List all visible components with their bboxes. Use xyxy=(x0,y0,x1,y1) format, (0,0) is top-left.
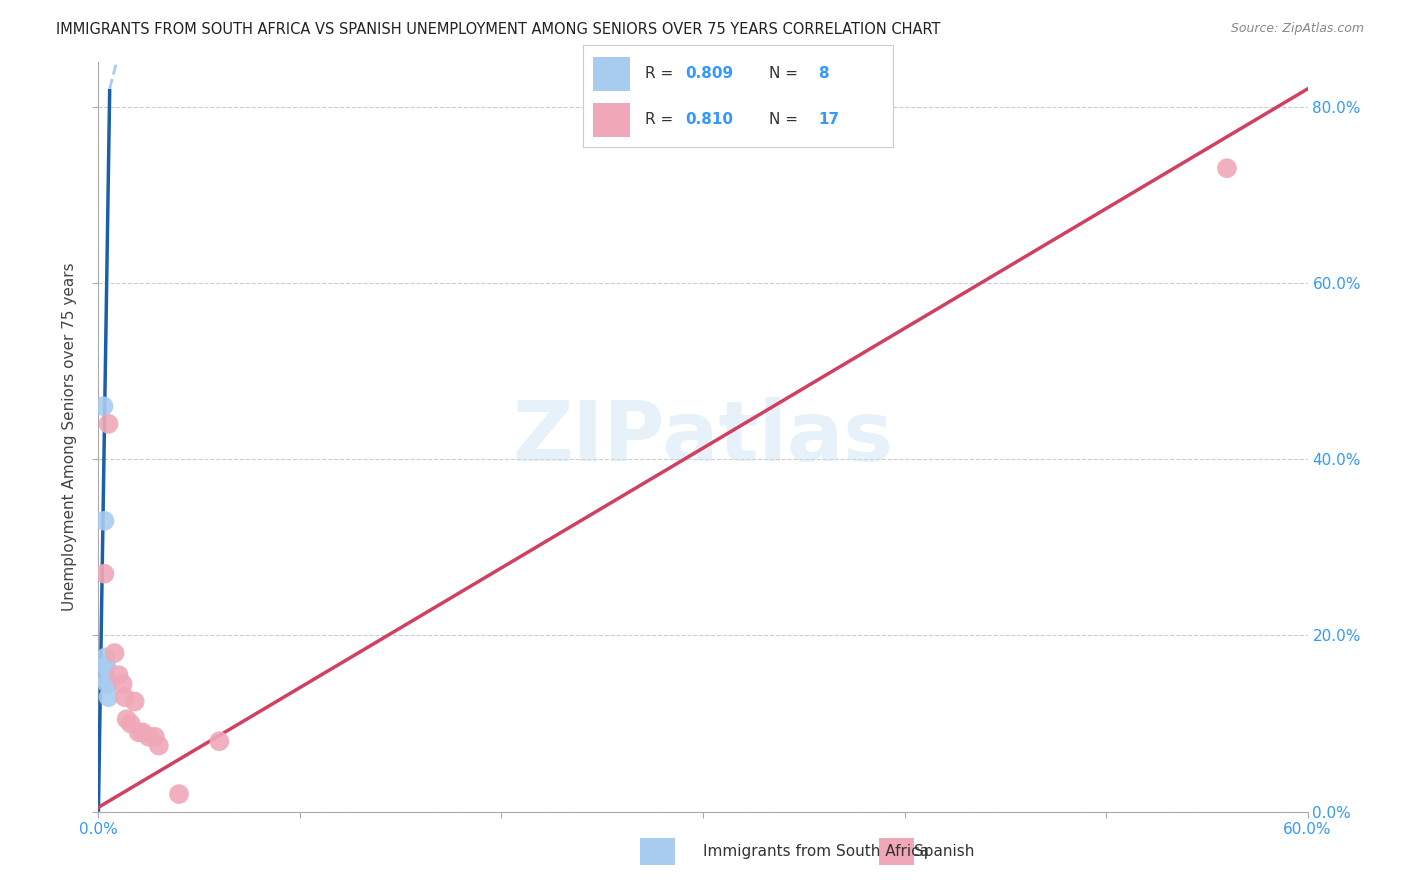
FancyBboxPatch shape xyxy=(593,103,630,137)
Point xyxy=(97,417,120,431)
Point xyxy=(93,514,115,528)
Point xyxy=(1216,161,1239,176)
Text: 8: 8 xyxy=(818,66,830,81)
Point xyxy=(111,677,134,691)
Point xyxy=(138,730,160,744)
Point xyxy=(128,725,150,739)
Text: 17: 17 xyxy=(818,112,839,127)
Point xyxy=(148,739,170,753)
Point xyxy=(93,566,115,581)
Point xyxy=(132,725,155,739)
Point xyxy=(96,673,118,687)
Point xyxy=(93,399,115,413)
Point xyxy=(167,787,190,801)
Point xyxy=(114,690,136,705)
Point xyxy=(94,659,117,673)
Point xyxy=(94,659,117,673)
Point xyxy=(96,677,118,691)
Point xyxy=(94,650,117,665)
Text: Spanish: Spanish xyxy=(914,845,974,859)
Text: Source: ZipAtlas.com: Source: ZipAtlas.com xyxy=(1230,22,1364,36)
Y-axis label: Unemployment Among Seniors over 75 years: Unemployment Among Seniors over 75 years xyxy=(62,263,77,611)
Text: N =: N = xyxy=(769,66,803,81)
Point xyxy=(208,734,231,748)
Point xyxy=(124,694,146,708)
Point xyxy=(143,730,166,744)
Text: 0.810: 0.810 xyxy=(686,112,734,127)
Text: R =: R = xyxy=(645,66,679,81)
Text: IMMIGRANTS FROM SOUTH AFRICA VS SPANISH UNEMPLOYMENT AMONG SENIORS OVER 75 YEARS: IMMIGRANTS FROM SOUTH AFRICA VS SPANISH … xyxy=(56,22,941,37)
Point xyxy=(103,646,125,660)
Point xyxy=(115,712,138,726)
Point xyxy=(107,668,129,682)
Text: N =: N = xyxy=(769,112,803,127)
Text: R =: R = xyxy=(645,112,679,127)
Text: ZIPatlas: ZIPatlas xyxy=(513,397,893,477)
Text: 0.809: 0.809 xyxy=(686,66,734,81)
FancyBboxPatch shape xyxy=(593,57,630,91)
Point xyxy=(97,690,120,705)
Point xyxy=(120,716,142,731)
Text: Immigrants from South Africa: Immigrants from South Africa xyxy=(703,845,929,859)
